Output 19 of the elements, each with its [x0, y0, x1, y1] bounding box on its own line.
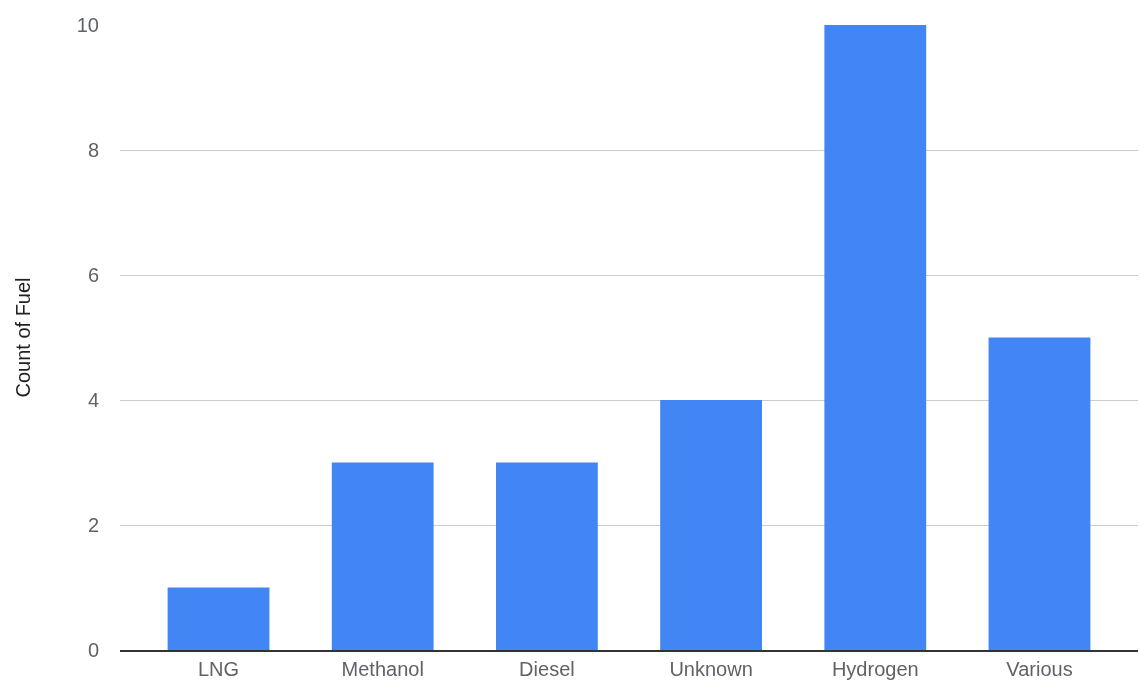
y-tick-label: 4 [87, 389, 99, 411]
y-tick-label: 6 [87, 264, 99, 286]
bar [660, 400, 762, 650]
y-tick-label: 10 [76, 14, 99, 36]
x-tick-label: Hydrogen [831, 657, 919, 680]
y-tick-label: 0 [87, 639, 99, 661]
bar [988, 337, 1091, 650]
bar [496, 462, 598, 650]
x-tick-label: Unknown [669, 657, 753, 680]
bar [824, 25, 927, 650]
x-tick-label: LNG [197, 657, 240, 680]
y-tick-label: 8 [87, 139, 99, 161]
bar [167, 587, 270, 650]
x-tick-label: Methanol [341, 657, 424, 680]
x-tick-label: Diesel [519, 657, 575, 680]
x-tick-label: Various [1006, 657, 1073, 680]
bar [331, 462, 434, 650]
y-axis-title: Count of Fuel [12, 277, 35, 398]
y-tick-label: 2 [87, 514, 99, 536]
